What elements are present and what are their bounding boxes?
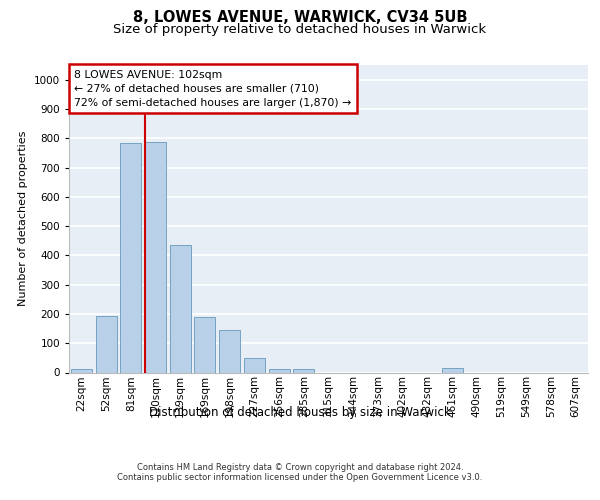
Text: 8 LOWES AVENUE: 102sqm
← 27% of detached houses are smaller (710)
72% of semi-de: 8 LOWES AVENUE: 102sqm ← 27% of detached…	[74, 70, 352, 108]
Bar	[71, 369, 92, 372]
Bar	[194, 317, 215, 372]
Bar	[219, 330, 240, 372]
Bar	[145, 142, 166, 372]
Bar	[95, 316, 116, 372]
Bar	[244, 358, 265, 372]
Bar	[442, 368, 463, 372]
Y-axis label: Number of detached properties: Number of detached properties	[18, 131, 28, 306]
Bar	[293, 369, 314, 372]
Text: Size of property relative to detached houses in Warwick: Size of property relative to detached ho…	[113, 24, 487, 36]
Text: Contains HM Land Registry data © Crown copyright and database right 2024.
Contai: Contains HM Land Registry data © Crown c…	[118, 463, 482, 482]
Text: Distribution of detached houses by size in Warwick: Distribution of detached houses by size …	[149, 406, 451, 419]
Bar	[120, 143, 141, 372]
Text: 8, LOWES AVENUE, WARWICK, CV34 5UB: 8, LOWES AVENUE, WARWICK, CV34 5UB	[133, 10, 467, 25]
Bar	[269, 369, 290, 372]
Bar	[170, 245, 191, 372]
